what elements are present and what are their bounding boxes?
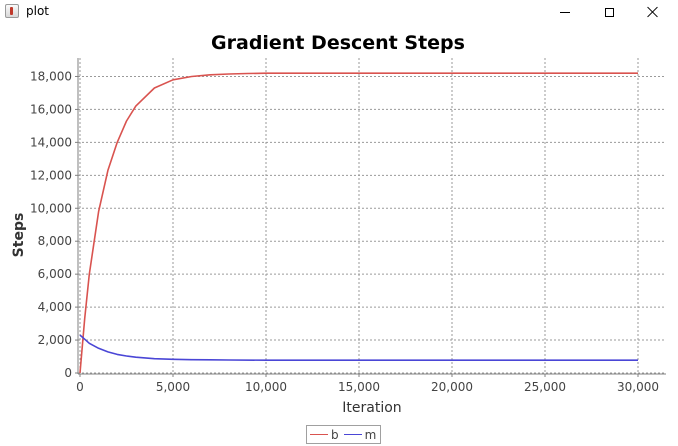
y-tick-label: 0 xyxy=(64,366,72,380)
minimize-icon xyxy=(560,12,570,13)
legend-label-b: b xyxy=(331,427,339,442)
series-line-b xyxy=(79,72,638,374)
chart: Gradient Descent Steps 0 5,000 10,000 15,00… xyxy=(11,32,666,416)
window-title: plot xyxy=(26,4,49,18)
legend-swatch-b xyxy=(310,434,328,435)
y-tick-label: 14,000 xyxy=(30,135,72,149)
series-line-m xyxy=(79,334,638,362)
close-button[interactable] xyxy=(630,0,676,24)
x-tick-label: 30,000 xyxy=(617,380,659,394)
legend-swatch-m xyxy=(343,434,362,435)
y-axis-label: Steps xyxy=(11,213,27,258)
y-tick-label: 2,000 xyxy=(38,333,72,347)
legend-item-m: m xyxy=(343,427,377,442)
x-tick-label: 10,000 xyxy=(245,380,287,394)
legend-item-b: b xyxy=(310,428,339,442)
plot-area xyxy=(78,58,666,374)
y-tick-label: 12,000 xyxy=(30,168,72,182)
window-titlebar: plot xyxy=(0,0,678,24)
y-tick-label: 10,000 xyxy=(30,201,72,215)
java-icon xyxy=(5,4,19,18)
y-tick-label: 6,000 xyxy=(38,267,72,281)
legend-label-m: m xyxy=(364,427,377,442)
x-axis-label: Iteration xyxy=(342,400,401,416)
x-tick-label: 20,000 xyxy=(431,380,473,394)
y-tick-label: 4,000 xyxy=(38,300,72,314)
legend: b m xyxy=(306,425,382,444)
maximize-icon xyxy=(604,7,614,17)
minimize-button[interactable] xyxy=(542,0,588,24)
y-tick-label: 8,000 xyxy=(38,234,72,248)
grid xyxy=(78,58,666,374)
chart-title: Gradient Descent Steps xyxy=(211,32,465,54)
maximize-button[interactable] xyxy=(586,0,632,24)
axes xyxy=(77,58,666,375)
close-icon xyxy=(647,6,659,18)
y-tick-label: 16,000 xyxy=(30,102,72,116)
series-layer xyxy=(79,72,638,374)
x-tick-label: 15,000 xyxy=(338,380,380,394)
x-tick-label: 0 xyxy=(76,380,84,394)
x-tick-label: 5,000 xyxy=(156,380,190,394)
x-tick-label: 25,000 xyxy=(524,380,566,394)
ticks: 0 5,000 10,000 15,000 20,000 25,000 30,000 0 2,0… xyxy=(30,69,659,394)
y-tick-label: 18,000 xyxy=(30,69,72,83)
plot-background xyxy=(78,58,666,374)
